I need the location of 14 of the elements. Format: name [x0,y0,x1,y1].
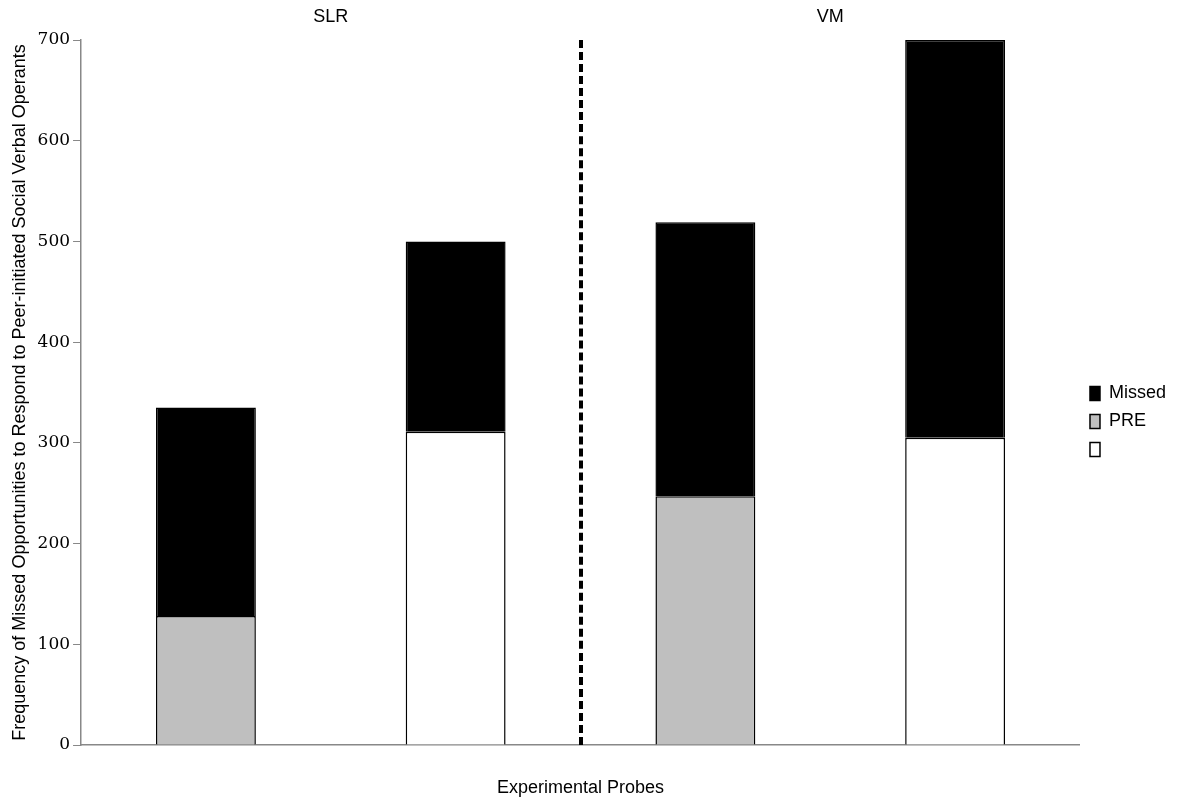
y-tick-label: 500 [37,229,71,250]
x-axis-title: Experimental Probes [496,777,665,798]
y-tick-label: 400 [37,330,71,351]
y-tick-label: 700 [37,28,71,49]
text: VM [816,6,844,27]
legend-label: PRE [1108,410,1146,431]
y-axis-title: Frequency of Missed Opportunities to Respond to Peer-initiated Social Verbal Operants [8,44,29,741]
text: SLR [313,6,349,27]
y-tick-label: 600 [37,129,71,150]
y-tick-label: 100 [37,632,71,653]
y-tick-label: 300 [37,431,71,452]
y-tick-label: 0 [59,733,71,754]
y-tick-label: 200 [37,531,71,552]
legend-label: Missed [1108,382,1166,403]
